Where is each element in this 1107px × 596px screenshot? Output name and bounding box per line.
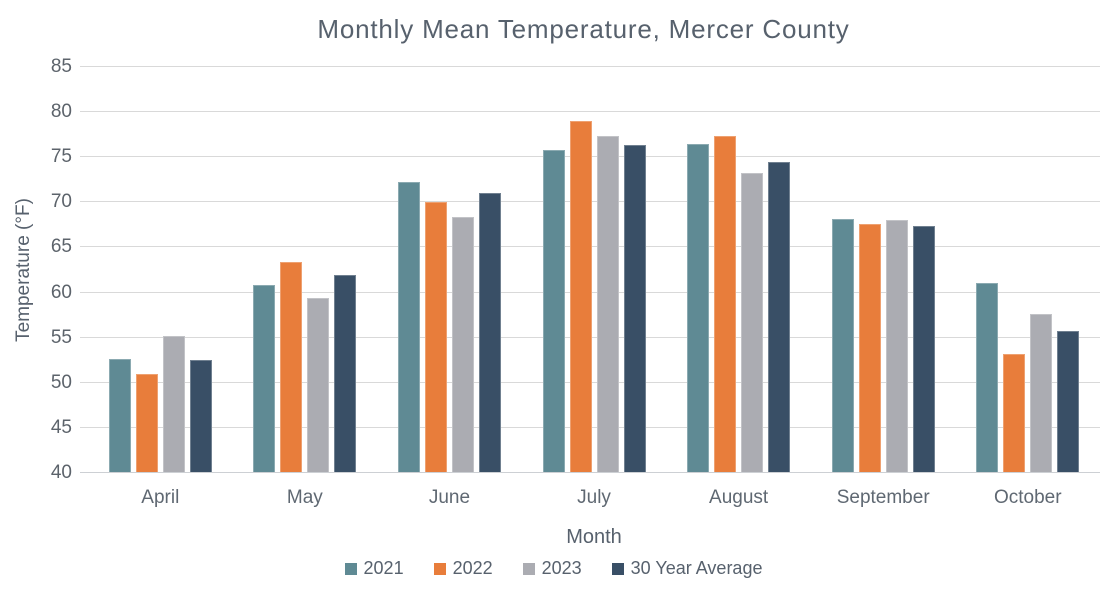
bar-30-year-average-august xyxy=(768,161,791,473)
bar-2023-july xyxy=(596,136,619,473)
bar-group-october xyxy=(955,67,1100,473)
y-tick-label-70: 70 xyxy=(50,191,72,213)
bar-group-may xyxy=(233,67,378,473)
bar-30-year-average-may xyxy=(334,274,357,473)
x-tick-label-september: September xyxy=(836,487,930,508)
gridline-85 xyxy=(80,66,1100,67)
bar-2021-april xyxy=(108,359,131,473)
bar-group-june xyxy=(377,67,522,473)
legend-swatch-30-year-average xyxy=(611,562,624,575)
legend-item-2021: 2021 xyxy=(344,558,404,579)
y-tick-label-50: 50 xyxy=(50,371,72,393)
bar-group-july xyxy=(522,67,667,473)
y-tick-label-75: 75 xyxy=(50,146,72,168)
x-tick-label-august: August xyxy=(709,487,769,508)
y-tick-label-65: 65 xyxy=(50,236,72,258)
x-tick-label-april: April xyxy=(141,487,180,508)
bar-30-year-average-june xyxy=(478,193,501,473)
bar-2023-september xyxy=(885,220,908,473)
x-tick-label-october: October xyxy=(993,487,1062,508)
y-tick-label-60: 60 xyxy=(50,281,72,303)
y-tick-label-40: 40 xyxy=(50,462,72,483)
bar-2021-may xyxy=(253,285,276,473)
x-axis-line xyxy=(80,472,1100,473)
y-tick-label-85: 85 xyxy=(50,56,72,77)
bar-2021-october xyxy=(976,282,999,473)
y-axis-title: Temperature (°F) xyxy=(13,198,34,342)
bar-groups xyxy=(88,67,1100,473)
x-tick-label-july: July xyxy=(577,487,611,508)
legend-label-30-year-average: 30 Year Average xyxy=(630,558,763,578)
bar-2022-june xyxy=(424,202,447,473)
bar-30-year-average-september xyxy=(912,225,935,473)
y-tick-label-80: 80 xyxy=(50,101,72,123)
bar-group-august xyxy=(666,67,811,473)
gridline-80 xyxy=(80,111,1100,113)
legend-label-2023: 2023 xyxy=(541,558,582,578)
bar-2022-april xyxy=(135,373,158,473)
bar-group-april xyxy=(88,67,233,473)
bar-2023-october xyxy=(1030,314,1053,473)
bar-2022-july xyxy=(569,121,592,473)
chart-title: Monthly Mean Temperature, Mercer County xyxy=(317,14,850,44)
bar-2023-august xyxy=(741,173,764,473)
x-tick-label-june: June xyxy=(428,487,471,508)
bar-30-year-average-april xyxy=(189,360,212,473)
bar-2022-may xyxy=(280,261,303,473)
legend-swatch-2022 xyxy=(433,562,446,575)
legend-label-2021: 2021 xyxy=(363,558,404,578)
bar-2021-september xyxy=(831,218,854,473)
y-tick-label-45: 45 xyxy=(50,416,72,438)
bar-2022-august xyxy=(714,135,737,473)
bar-30-year-average-july xyxy=(623,144,646,473)
bar-group-september xyxy=(811,67,956,473)
y-tick-label-55: 55 xyxy=(50,326,72,348)
bar-2023-april xyxy=(162,335,185,473)
bar-2021-june xyxy=(397,181,420,473)
bar-30-year-average-october xyxy=(1057,331,1080,473)
x-axis-title: Month xyxy=(566,526,622,548)
bar-2022-september xyxy=(858,224,881,473)
plot-area: 40 45 50 55 60 65 70 75 80 85 xyxy=(51,56,1100,483)
legend-item-30-year-average: 30 Year Average xyxy=(611,558,763,579)
legend-label-2022: 2022 xyxy=(452,558,493,578)
legend-item-2022: 2022 xyxy=(433,558,493,579)
bar-2021-august xyxy=(687,143,710,473)
legend-swatch-2023 xyxy=(522,562,535,575)
legend-item-2023: 2023 xyxy=(522,558,582,579)
bar-2023-june xyxy=(451,216,474,473)
x-tick-label-may: May xyxy=(286,487,323,508)
bar-2023-may xyxy=(307,297,330,473)
legend: 2021 2022 2023 30 Year Average xyxy=(0,558,1107,579)
bar-2022-october xyxy=(1003,353,1026,473)
legend-swatch-2021 xyxy=(344,562,357,575)
bar-2021-july xyxy=(542,150,565,473)
x-axis-labels: April May June July August September October xyxy=(88,487,1100,509)
